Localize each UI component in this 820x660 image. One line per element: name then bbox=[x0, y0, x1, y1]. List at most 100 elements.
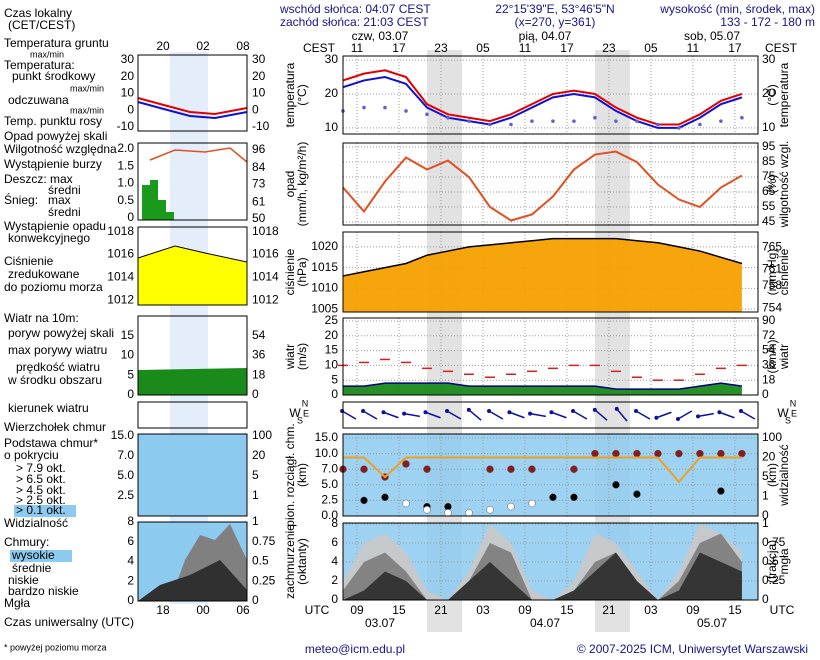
data-dot bbox=[612, 481, 620, 489]
wind-arrow-head bbox=[361, 409, 366, 413]
legend-label: max bbox=[48, 193, 71, 207]
mini-tick-label: 18 bbox=[252, 367, 266, 381]
mini-tick-label: -10 bbox=[117, 119, 135, 133]
y2-tick-label: 30 bbox=[762, 52, 776, 66]
y-tick-label: 15.0 bbox=[315, 430, 339, 444]
data-dot bbox=[402, 460, 410, 468]
wind-arrow-head bbox=[675, 417, 680, 421]
y2-tick-label: 10 bbox=[762, 120, 776, 134]
top-date: pią, 04.07 bbox=[519, 29, 572, 43]
y-axis-title: zachmurzenie bbox=[283, 524, 297, 599]
data-dot bbox=[570, 493, 578, 502]
mini-tick-label: 20 bbox=[252, 69, 266, 83]
data-dot bbox=[530, 119, 534, 123]
mini-rain bbox=[142, 180, 174, 220]
wind-arrow-head bbox=[717, 410, 722, 415]
wind-arrow bbox=[697, 412, 714, 418]
data-dot bbox=[612, 449, 620, 458]
copyright: © 2007-2025 ICM, Uniwersytet Warszawski bbox=[577, 642, 808, 656]
y2-axis-title: ciśnienie bbox=[777, 248, 791, 295]
mini-tick-label: 0 bbox=[127, 387, 134, 401]
y2-tick-label: 765 bbox=[762, 240, 782, 254]
y2-axis-title: (km) bbox=[765, 463, 779, 487]
y2-tick-label: 1 bbox=[762, 516, 769, 530]
y2-tick-label: 36 bbox=[762, 358, 776, 372]
wind-arrow-head bbox=[696, 414, 701, 419]
top-time-label: 11 bbox=[351, 41, 364, 55]
data-dot bbox=[467, 119, 471, 123]
data-dot bbox=[402, 499, 410, 508]
y2-tick-label: 0.25 bbox=[762, 573, 786, 587]
panel-frame bbox=[342, 522, 759, 601]
wind-arrow-head bbox=[466, 407, 471, 412]
legend-box bbox=[10, 550, 72, 562]
data-dot bbox=[423, 506, 431, 514]
data-dot bbox=[614, 119, 618, 123]
bottom-time-label: 09 bbox=[686, 603, 700, 617]
y-tick-label: 5.0 bbox=[321, 477, 338, 491]
panel-frame bbox=[342, 142, 759, 226]
y-tick-label: 20 bbox=[325, 86, 339, 100]
panel-background bbox=[343, 434, 758, 516]
mini-tick-label: 6 bbox=[127, 534, 134, 548]
y-tick-label: 1015 bbox=[311, 260, 338, 274]
wind-arrow-head bbox=[592, 407, 597, 412]
wind-arrow-head bbox=[738, 409, 743, 413]
data-dot bbox=[360, 465, 368, 473]
mini-tick-label: 54 bbox=[252, 328, 266, 342]
mini-bg bbox=[138, 434, 247, 516]
mini-time: 02 bbox=[196, 39, 210, 53]
y-axis-title: (°C) bbox=[295, 84, 309, 105]
legend-label: > 4.5 okt. bbox=[16, 483, 66, 497]
y-axis-title: wiatr bbox=[283, 344, 297, 370]
sunset: zachód słońca: 21:03 CEST bbox=[280, 15, 429, 29]
y-axis-title: (mm/h, kg/m²/h) bbox=[295, 142, 309, 227]
y2-axis-title: mgła bbox=[777, 548, 791, 574]
legend-label: Temperatura: bbox=[4, 58, 75, 72]
y-axis-title: ciśnienie bbox=[283, 248, 297, 295]
mini-tick-label: 10 bbox=[121, 348, 135, 362]
y2-tick-label: 20 bbox=[762, 450, 776, 464]
legend-label: poryw powyżej skali bbox=[8, 326, 114, 340]
y-axis-title: opad bbox=[283, 171, 297, 198]
data-dot bbox=[698, 122, 702, 127]
compass-letter: W bbox=[777, 406, 789, 420]
wind-arrow bbox=[446, 410, 462, 420]
mini-tick-label: 1018 bbox=[252, 224, 279, 238]
mini-tick-label: 0.75 bbox=[252, 534, 276, 548]
top-date: czw, 03.07 bbox=[352, 29, 409, 43]
data-dot bbox=[425, 112, 429, 117]
mini-tick-label: 1016 bbox=[107, 247, 134, 261]
y2-tick-label: 0 bbox=[762, 592, 769, 606]
y2-tick-label: 55 bbox=[762, 199, 776, 213]
wind-arrow bbox=[656, 411, 672, 419]
wind-arrow-head bbox=[571, 409, 576, 413]
mini-cloud bbox=[138, 560, 247, 601]
email[interactable]: meteo@icm.edu.pl bbox=[305, 642, 405, 656]
legend-label: średni bbox=[48, 183, 81, 197]
y-tick-label: 7.0 bbox=[321, 461, 338, 475]
mini-tick-label: 0 bbox=[127, 210, 134, 224]
data-dot bbox=[381, 493, 389, 502]
y2-tick-label: 754 bbox=[762, 300, 782, 314]
y2-tick-label: 45 bbox=[762, 214, 776, 228]
legend-label: > 2.5 okt. bbox=[16, 493, 66, 507]
wind-arrow bbox=[594, 409, 608, 421]
compass-letter: N bbox=[790, 398, 797, 408]
panel-frame bbox=[342, 55, 759, 135]
data-dot bbox=[488, 122, 492, 127]
sunrise: wschód słońca: 04:07 CEST bbox=[279, 2, 431, 16]
mini-tick-label: 2 bbox=[127, 573, 134, 587]
mini-time: 00 bbox=[196, 603, 210, 617]
legend-label: Mgła bbox=[4, 596, 30, 610]
y-axis-title: (km) bbox=[295, 463, 309, 487]
y2-axis-title: (km/h) bbox=[765, 340, 779, 374]
bottom-time-label: 03 bbox=[476, 603, 490, 617]
wind-arrow bbox=[740, 410, 756, 420]
data-dot bbox=[572, 119, 576, 123]
y2-tick-label: 20 bbox=[762, 86, 776, 100]
mini-night bbox=[170, 52, 208, 604]
y2-tick-label: 18 bbox=[762, 372, 776, 386]
mini-tick-label: 0 bbox=[252, 593, 259, 607]
wind-arrow-head bbox=[381, 410, 386, 415]
